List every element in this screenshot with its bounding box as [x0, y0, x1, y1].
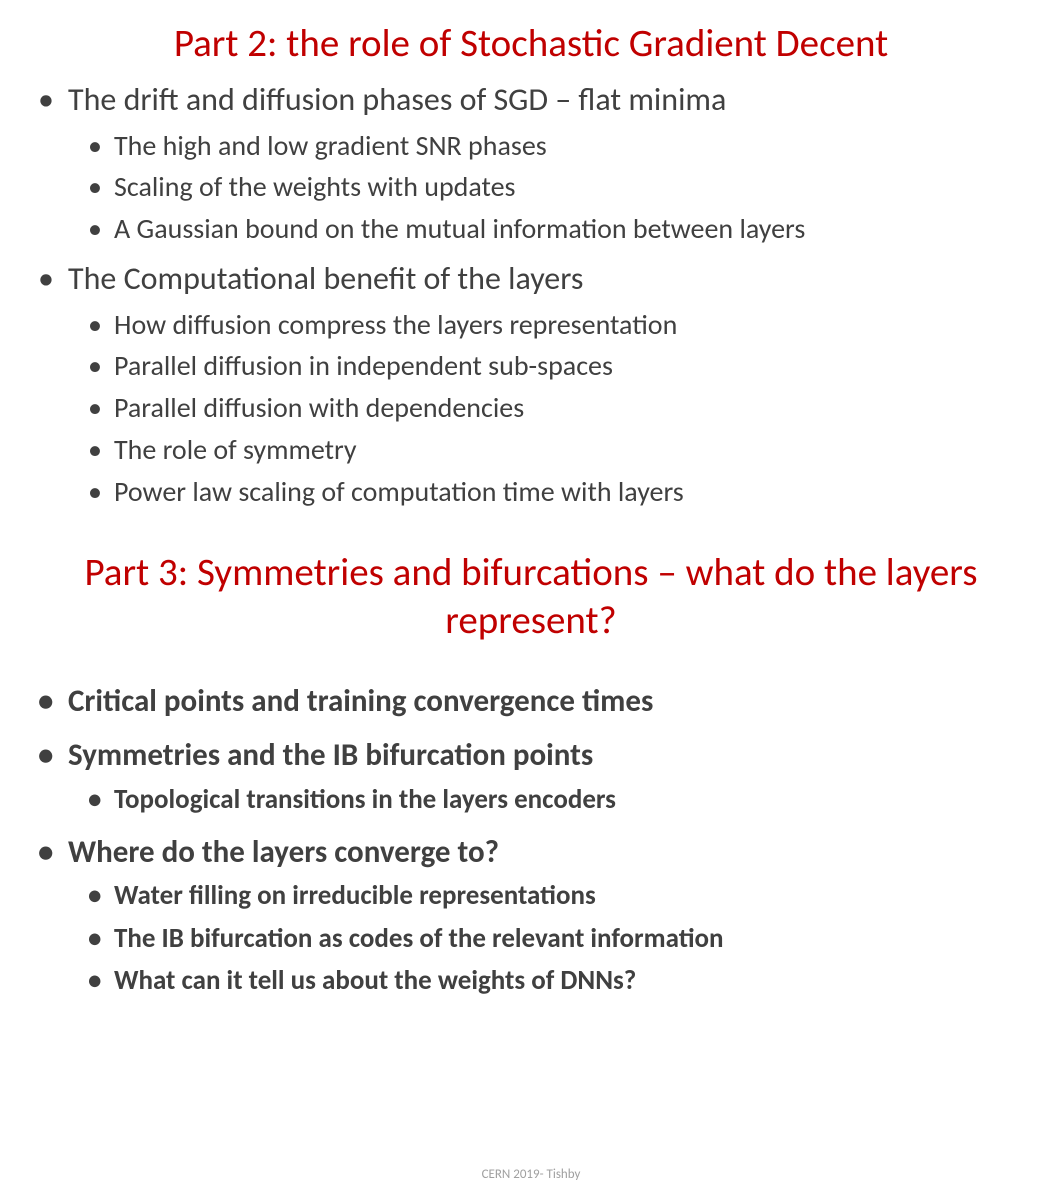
- sub-item: The high and low gradient SNR phases: [68, 127, 1032, 165]
- part2-title: Part 2: the role of Stochastic Gradient …: [30, 20, 1032, 67]
- sub-item: What can it tell us about the weights of…: [68, 963, 1032, 999]
- list-item: The Computational benefit of the layers …: [30, 258, 1032, 511]
- sub-item: Water filling on irreducible representat…: [68, 878, 1032, 914]
- sub-list: How diffusion compress the layers repres…: [68, 306, 1032, 511]
- sub-item: Parallel diffusion in independent sub-sp…: [68, 347, 1032, 385]
- item-text: The Computational benefit of the layers: [68, 259, 583, 298]
- list-item: Symmetries and the IB bifurcation points…: [30, 735, 1032, 818]
- part3-section: Part 3: Symmetries and bifurcations – wh…: [30, 549, 1032, 1000]
- part3-list: Critical points and training convergence…: [30, 681, 1032, 1000]
- sub-item: The IB bifurcation as codes of the relev…: [68, 921, 1032, 957]
- sub-item: Power law scaling of computation time wi…: [68, 473, 1032, 511]
- list-item: Critical points and training convergence…: [30, 681, 1032, 721]
- sub-item: Topological transitions in the layers en…: [68, 782, 1032, 818]
- list-item: The drift and diffusion phases of SGD – …: [30, 79, 1032, 248]
- sub-item: The role of symmetry: [68, 431, 1032, 469]
- sub-item: A Gaussian bound on the mutual informati…: [68, 210, 1032, 248]
- sub-list: The high and low gradient SNR phases Sca…: [68, 127, 1032, 248]
- item-text: Where do the layers converge to?: [68, 833, 499, 871]
- part2-section: Part 2: the role of Stochastic Gradient …: [30, 20, 1032, 511]
- item-text: The drift and diffusion phases of SGD – …: [68, 80, 726, 119]
- list-item: Where do the layers converge to? Water f…: [30, 832, 1032, 1000]
- sub-list: Topological transitions in the layers en…: [68, 782, 1032, 818]
- sub-item: How diffusion compress the layers repres…: [68, 306, 1032, 344]
- part2-list: The drift and diffusion phases of SGD – …: [30, 79, 1032, 511]
- sub-item: Scaling of the weights with updates: [68, 168, 1032, 206]
- part3-title: Part 3: Symmetries and bifurcations – wh…: [30, 549, 1032, 647]
- footer-text: CERN 2019- Tishby: [0, 1167, 1062, 1182]
- item-text: Critical points and training convergence…: [68, 682, 653, 720]
- sub-item: Parallel diffusion with dependencies: [68, 389, 1032, 427]
- sub-list: Water filling on irreducible representat…: [68, 878, 1032, 999]
- item-text: Symmetries and the IB bifurcation points: [68, 736, 593, 774]
